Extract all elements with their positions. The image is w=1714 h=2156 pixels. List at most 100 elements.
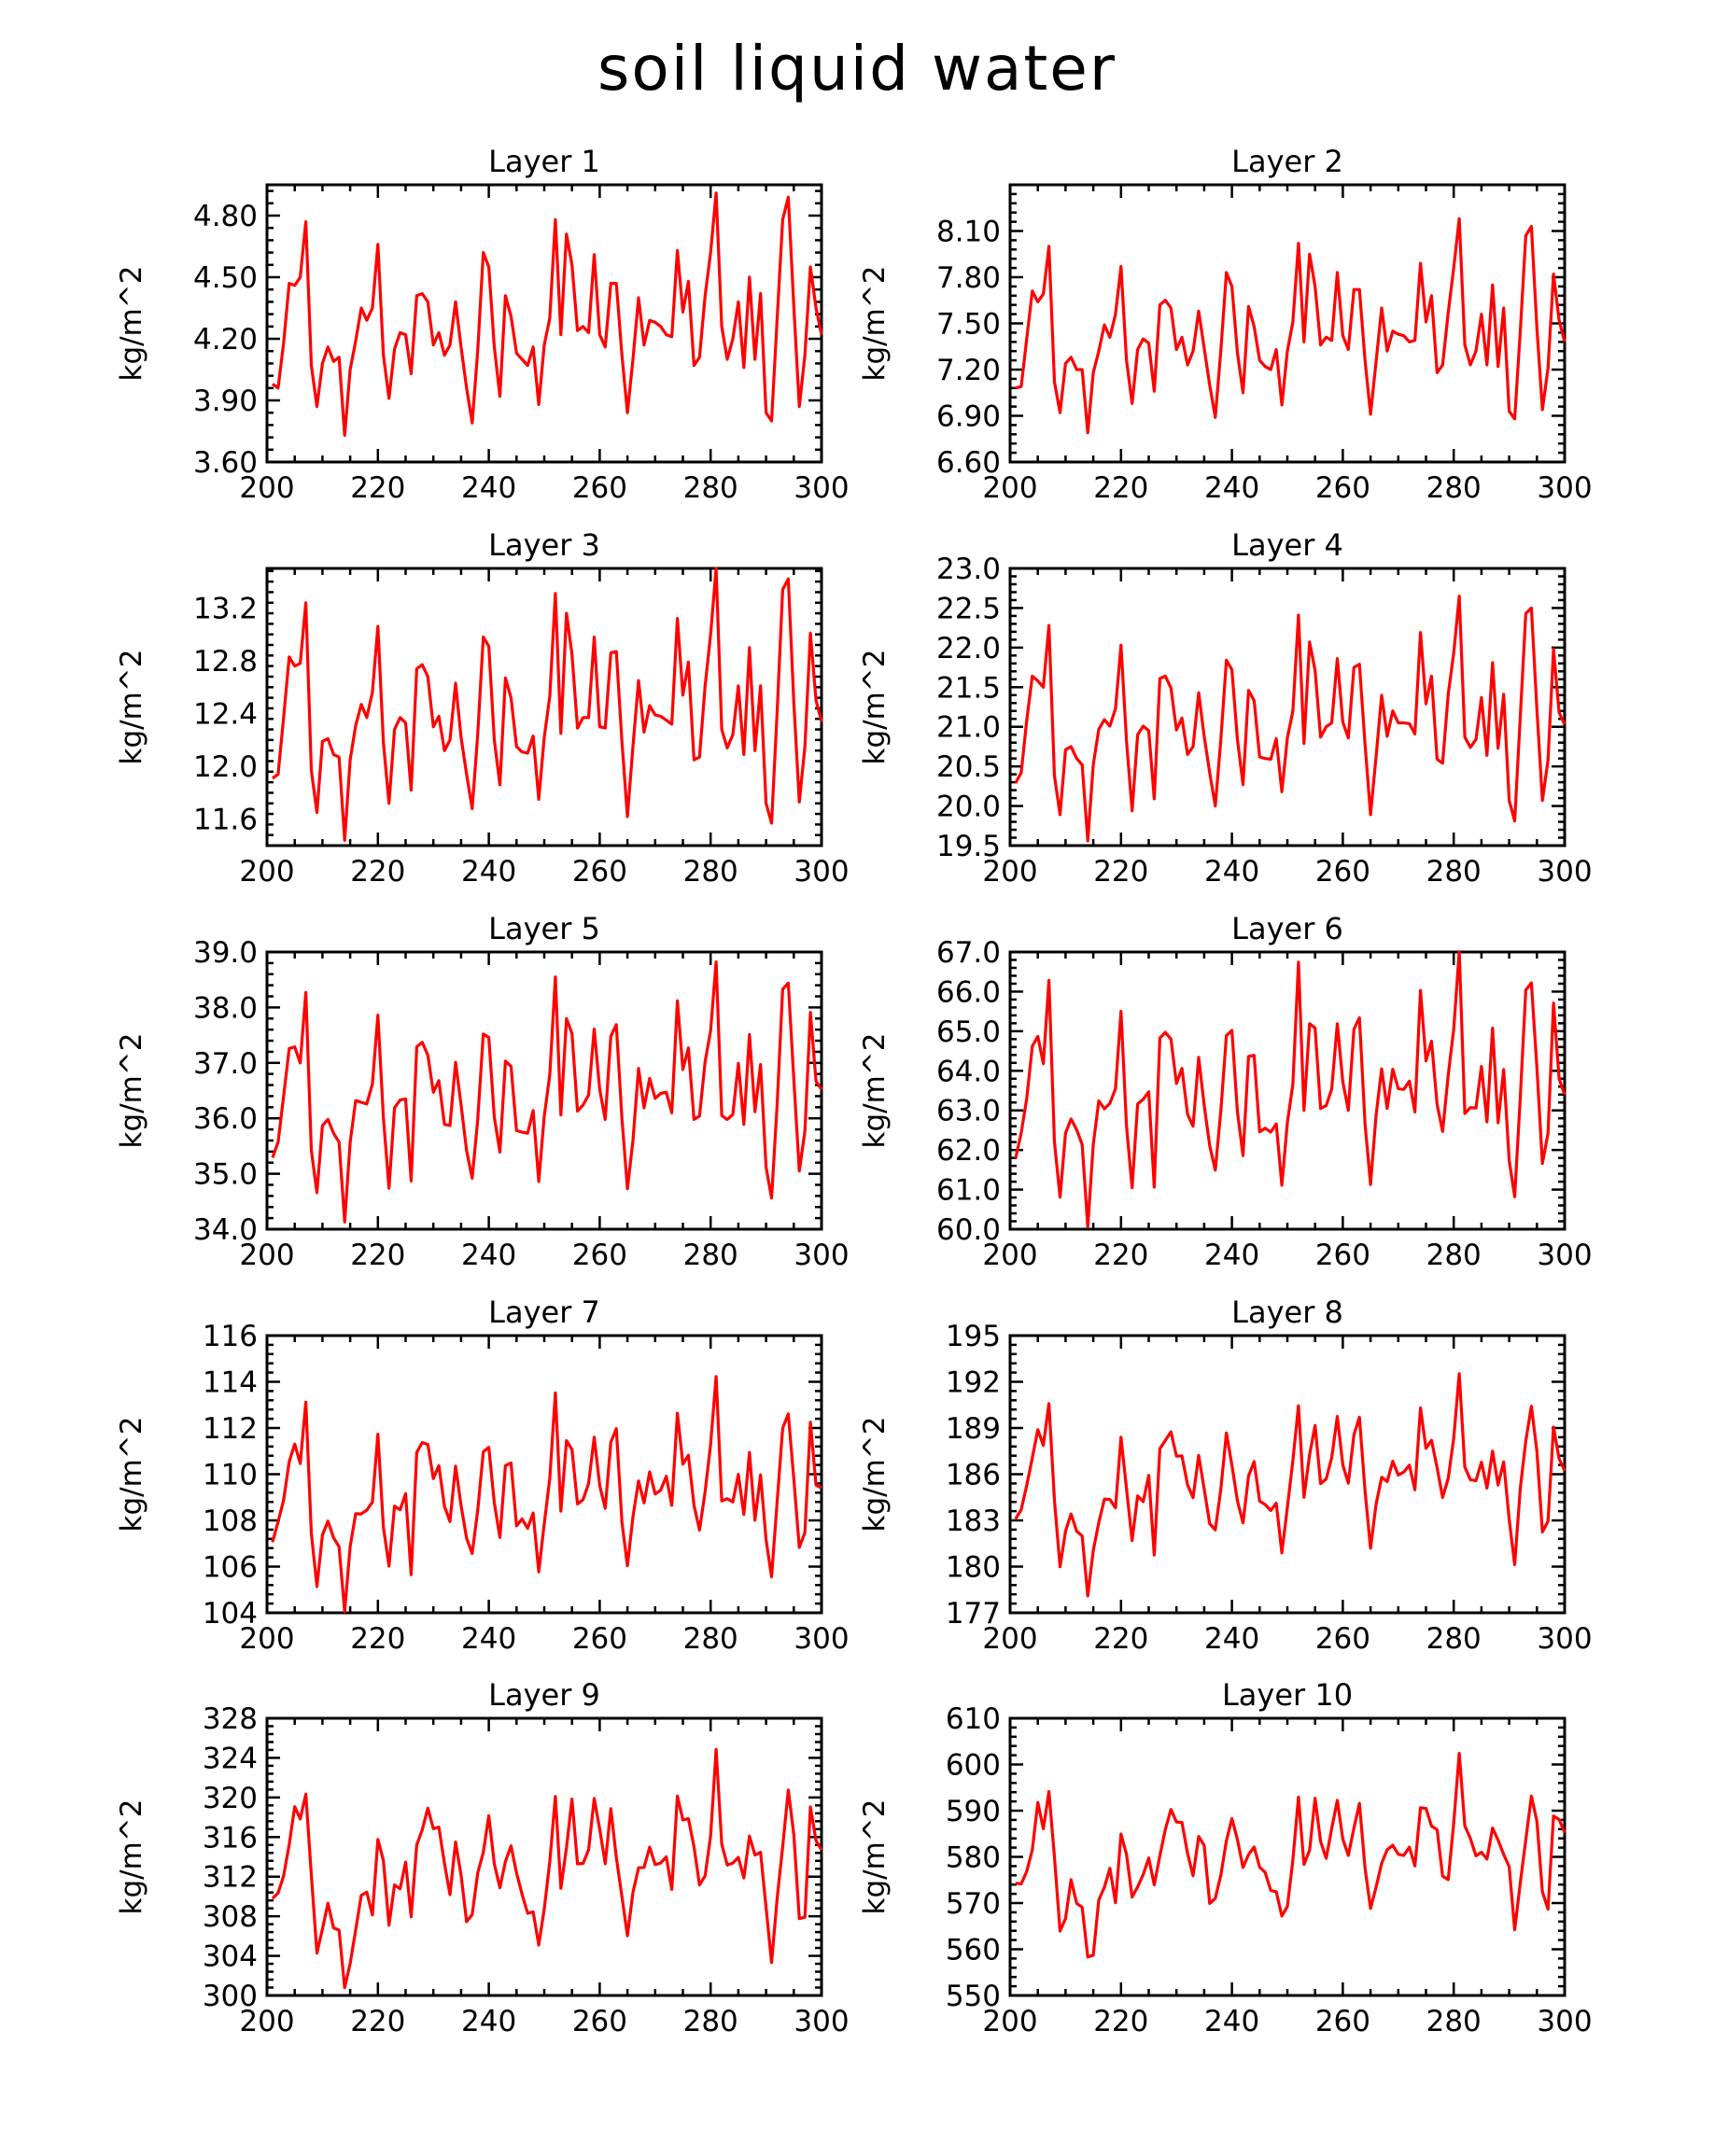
x-tick-label: 300 — [794, 471, 849, 505]
y-tick-label: 12.0 — [193, 750, 258, 784]
plot-frame — [1008, 1334, 1566, 1615]
x-tick-label: 280 — [683, 471, 738, 505]
y-tick-label: 550 — [946, 1980, 1001, 2013]
x-tick-label: 200 — [239, 471, 294, 505]
panel-layer-5: Layer 5 200 220 240 260 280 300 34.0 35.0 36.0 37.… — [115, 911, 850, 1272]
y-tick-label: 67.0 — [936, 936, 1001, 970]
y-tick-label: 580 — [946, 1841, 1001, 1875]
x-tick-label: 220 — [350, 1622, 405, 1656]
x-tick-label: 300 — [1537, 471, 1592, 505]
figure-title: soil liquid water — [597, 33, 1117, 105]
plot-frame — [265, 567, 823, 847]
x-tick-label: 300 — [794, 2005, 849, 2038]
panel-title: Layer 8 — [1231, 1295, 1343, 1330]
plot-frame — [1008, 950, 1566, 1231]
y-tick-label: 110 — [203, 1459, 258, 1492]
x-tick-label: 260 — [1315, 855, 1370, 889]
x-tick-label: 260 — [1315, 471, 1370, 505]
y-tick-label: 35.0 — [193, 1158, 258, 1192]
y-tick-label: 36.0 — [193, 1102, 258, 1136]
panel-title: Layer 1 — [488, 144, 600, 179]
y-tick-label: 12.4 — [193, 698, 258, 732]
y-tick-label: 316 — [203, 1821, 258, 1855]
x-tick-label: 300 — [1537, 1239, 1592, 1272]
x-tick-label: 220 — [350, 2005, 405, 2038]
x-tick-label: 200 — [982, 1239, 1037, 1272]
y-tick-label: 61.0 — [936, 1174, 1001, 1208]
y-tick-label: 116 — [203, 1320, 258, 1353]
y-tick-label: 34.0 — [193, 1213, 258, 1247]
y-tick-label: 590 — [946, 1795, 1001, 1828]
y-tick-label: 186 — [946, 1459, 1001, 1492]
panel-title: Layer 7 — [488, 1295, 600, 1330]
y-tick-label: 66.0 — [936, 975, 1001, 1009]
y-axis-label: kg/m^2 — [115, 1417, 148, 1533]
y-tick-label: 11.6 — [193, 804, 258, 837]
x-tick-label: 240 — [1204, 2005, 1259, 2038]
x-tick-label: 300 — [1537, 1622, 1592, 1656]
y-tick-label: 4.80 — [193, 200, 258, 233]
x-tick-label: 260 — [1315, 1622, 1370, 1656]
x-tick-label: 260 — [572, 1622, 627, 1656]
x-tick-label: 280 — [683, 1622, 738, 1656]
y-tick-label: 22.5 — [936, 592, 1001, 625]
y-tick-label: 12.8 — [193, 645, 258, 679]
x-tick-label: 280 — [1426, 855, 1482, 889]
x-tick-label: 220 — [350, 1239, 405, 1272]
y-tick-label: 6.60 — [936, 446, 1001, 480]
y-tick-label: 23.0 — [936, 553, 1001, 586]
y-tick-label: 324 — [203, 1742, 258, 1775]
y-tick-label: 106 — [203, 1551, 258, 1585]
panel-layer-8: Layer 8 200 220 240 260 280 300 177 180 183 186 189… — [858, 1295, 1593, 1656]
x-tick-label: 220 — [1093, 471, 1148, 505]
x-tick-label: 240 — [1204, 855, 1259, 889]
x-tick-label: 240 — [461, 855, 516, 889]
y-tick-label: 195 — [946, 1320, 1001, 1353]
panel-title: Layer 4 — [1231, 527, 1343, 563]
x-tick-label: 240 — [1204, 1622, 1259, 1656]
y-tick-label: 114 — [203, 1366, 258, 1400]
y-axis-label: kg/m^2 — [858, 650, 892, 765]
y-tick-label: 112 — [203, 1412, 258, 1446]
y-axis-label: kg/m^2 — [115, 650, 148, 765]
x-tick-label: 200 — [239, 2005, 294, 2038]
x-tick-label: 200 — [239, 1239, 294, 1272]
x-tick-label: 300 — [794, 1239, 849, 1272]
x-tick-label: 300 — [794, 855, 849, 889]
x-tick-label: 220 — [350, 855, 405, 889]
x-tick-label: 300 — [1537, 855, 1592, 889]
x-tick-label: 220 — [1093, 1239, 1148, 1272]
y-tick-label: 320 — [203, 1782, 258, 1815]
y-tick-label: 192 — [946, 1366, 1001, 1400]
y-axis-label: kg/m^2 — [858, 1799, 892, 1915]
y-tick-label: 3.90 — [193, 385, 258, 418]
x-tick-label: 240 — [461, 1239, 516, 1272]
y-tick-label: 65.0 — [936, 1015, 1001, 1049]
y-tick-label: 308 — [203, 1900, 258, 1934]
x-tick-label: 200 — [982, 1622, 1037, 1656]
y-axis-label: kg/m^2 — [858, 1417, 892, 1533]
x-tick-label: 280 — [683, 2005, 738, 2038]
y-tick-label: 4.20 — [193, 323, 258, 357]
y-tick-label: 180 — [946, 1551, 1001, 1585]
y-axis-label: kg/m^2 — [858, 1033, 892, 1149]
x-tick-label: 260 — [572, 2005, 627, 2038]
y-tick-label: 20.0 — [936, 791, 1001, 824]
panel-layer-3: Layer 3 200 220 240 260 280 300 11.6 12.0 12.4 12.… — [115, 527, 850, 889]
x-tick-label: 240 — [1204, 1239, 1259, 1272]
y-tick-label: 108 — [203, 1505, 258, 1538]
panel-title: Layer 3 — [488, 527, 600, 563]
panel-layer-1: Layer 1 200 220 240 260 280 300 3.60 3.90 4.20 4.5… — [115, 144, 850, 505]
x-tick-label: 280 — [1426, 471, 1482, 505]
y-tick-label: 37.0 — [193, 1047, 258, 1081]
series-line — [271, 567, 823, 842]
x-tick-label: 240 — [461, 471, 516, 505]
x-tick-label: 260 — [1315, 2005, 1370, 2038]
y-tick-label: 3.60 — [193, 446, 258, 480]
panel-title: Layer 6 — [1231, 911, 1343, 946]
panel-title: Layer 10 — [1222, 1677, 1353, 1713]
panel-layer-2: Layer 2 200 220 240 260 280 300 6.60 6.90 7.20 7.5… — [858, 144, 1593, 505]
x-tick-label: 280 — [1426, 1239, 1482, 1272]
series-line — [1014, 595, 1566, 843]
panel-layer-4: Layer 4 200 220 240 260 280 300 19.5 20.0 20.5 21.… — [858, 527, 1593, 889]
